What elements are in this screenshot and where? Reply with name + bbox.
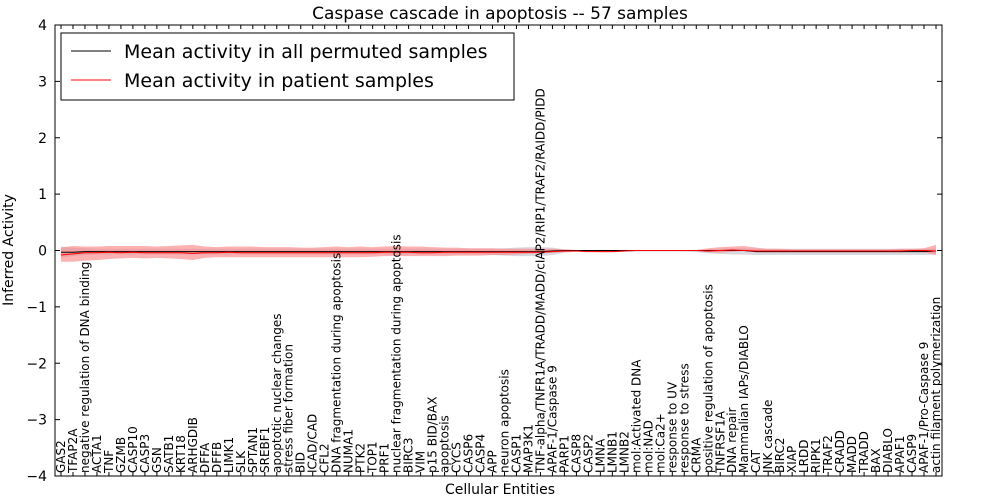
x-tick-label: GAS2: [54, 440, 68, 473]
x-tick-label: CASP1: [509, 434, 523, 473]
x-tick-label: GZMB: [114, 437, 128, 473]
x-tick-label: TOP1: [366, 441, 380, 474]
x-tick-label: mol:NAD: [641, 420, 655, 473]
y-axis-label: Inferred Activity: [1, 194, 17, 306]
x-tick-label: SATB1: [162, 435, 176, 473]
x-tick-label: LMNB2: [617, 431, 631, 473]
x-tick-label: PARP1: [557, 435, 571, 473]
x-tick-label: p15 BID/BAX: [426, 397, 440, 473]
x-tick-label: DNA repair: [725, 407, 739, 473]
x-tick-label: apoptosis: [438, 415, 452, 473]
x-tick-label: CAT: [749, 449, 763, 473]
x-tick-label: response to stress: [677, 363, 691, 473]
x-tick-label: CASP8: [569, 434, 583, 473]
x-tick-label: BAX: [869, 448, 883, 473]
x-tick-label: PTK2: [354, 443, 368, 473]
x-tick-label: NUMA1: [342, 429, 356, 473]
x-tick-label: LMNB1: [605, 431, 619, 473]
x-tick-label: LRDD: [797, 439, 811, 473]
x-tick-label: CRADD: [833, 430, 847, 473]
x-tick-label: PRF1: [378, 443, 392, 473]
x-tick-label: BIRC2: [773, 437, 787, 473]
x-tick-label: DNA fragmentation during apoptosis: [330, 253, 344, 473]
x-axis-label: Cellular Entities: [445, 482, 555, 498]
x-tick-label: CRMA: [689, 437, 703, 473]
x-tick-label: Mammalian IAPs/DIABLO: [737, 325, 751, 473]
y-tick-label: 2: [38, 131, 47, 147]
x-tick-label: mol:Ca2+: [653, 413, 667, 473]
x-tick-label: LMNA: [593, 438, 607, 473]
x-tick-label: ARHGDIB: [186, 417, 200, 473]
y-tick-label: −3: [26, 413, 47, 429]
legend-label-patient: Mean activity in patient samples: [124, 70, 434, 92]
x-tick-label: CYCS: [450, 442, 464, 473]
x-tick-label: CASP2: [581, 434, 595, 473]
x-tick-label: APP: [486, 450, 500, 473]
x-tick-label: TNF: [102, 450, 116, 474]
chart-title: Caspase cascade in apoptosis -- 57 sampl…: [312, 4, 688, 24]
x-tick-label: actin filament polymerization: [929, 297, 943, 473]
x-tick-label: DFFA: [198, 442, 212, 473]
x-tick-label: KRT18: [174, 435, 188, 473]
x-tick-label: CASP4: [474, 434, 488, 473]
legend: Mean activity in all permuted samples Me…: [60, 32, 515, 101]
legend-box: [60, 32, 515, 101]
series-line-patient: [60, 249, 937, 256]
y-tick-label: −4: [26, 469, 47, 485]
x-tick-label: APAF-1/Pro-Caspase 9: [917, 342, 931, 473]
x-tick-label: response to UV: [665, 381, 679, 473]
patient-band: [61, 244, 936, 262]
x-tick-label: APAF-1/Caspase 9: [545, 365, 559, 473]
x-tick-label: ACTA1: [90, 434, 104, 473]
x-tick-label: VIM: [414, 451, 428, 473]
x-tick-label: CFL2: [318, 443, 332, 473]
x-tick-label: GSN: [150, 447, 164, 473]
x-tick-label: TNFRSF1A: [713, 410, 727, 474]
y-tick-label: 4: [38, 18, 47, 34]
x-tick-label: BIRC3: [402, 437, 416, 473]
x-tick-label: negative regulation of DNA binding: [78, 262, 92, 473]
legend-label-permuted: Mean activity in all permuted samples: [124, 41, 487, 63]
y-tick-label: 1: [38, 187, 47, 203]
x-tick-label: SPTAN1: [246, 427, 260, 473]
x-tick-label: TRAF2: [821, 435, 835, 474]
x-tick-label: TNF-alpha/TNFR1A/TRADD/MADD/cIAP2/RIP1/T…: [533, 88, 547, 474]
lines-layer: [60, 249, 937, 256]
x-tick-label: APAF1: [893, 436, 907, 473]
x-tick-label: MADD: [845, 436, 859, 473]
x-axis-ticks: [60, 25, 937, 476]
y-tick-label: −2: [26, 356, 47, 372]
x-tick-label: RIPK1: [809, 438, 823, 473]
x-tick-label: MAP3K1: [521, 424, 535, 473]
y-tick-label: −1: [26, 300, 47, 316]
x-tick-label: DFFB: [210, 442, 224, 473]
x-tick-label: CASP6: [462, 434, 476, 473]
y-tick-label: 0: [38, 244, 47, 260]
x-tick-label: BID: [294, 452, 308, 473]
x-tick-label: positive regulation of apoptosis: [701, 284, 715, 473]
x-tick-label: TRADD: [857, 431, 871, 474]
x-tick-label: SLK: [234, 450, 248, 473]
y-axis-ticks: −4 −3 −2 −1 0 1 2 3 4: [26, 18, 942, 485]
x-tick-label: nuclear fragmentation during apoptosis: [390, 234, 404, 473]
series-line-permuted: [61, 250, 937, 253]
x-tick-label: CASP3: [138, 434, 152, 473]
x-tick-label: CASP9: [905, 434, 919, 473]
x-tick-label: TFAP2A: [66, 428, 80, 474]
x-tick-label: mol:Activated DNA: [629, 359, 643, 473]
x-tick-label: XIAP: [785, 446, 799, 473]
y-tick-label: 3: [38, 74, 47, 90]
x-tick-label: LIMK1: [222, 437, 236, 473]
x-tick-label: ICAD/CAD: [306, 414, 320, 473]
x-tick-label: DIABLO: [881, 428, 895, 473]
x-tick-label: SREBF1: [258, 427, 272, 473]
x-tick-label: apoptotic nuclear changes: [270, 314, 284, 473]
x-tick-label: stress fiber formation: [282, 344, 296, 473]
x-tick-label: JNK cascade: [761, 400, 775, 474]
x-tick-label: neuron apoptosis: [497, 369, 511, 473]
x-tick-label: CASP10: [126, 426, 140, 473]
